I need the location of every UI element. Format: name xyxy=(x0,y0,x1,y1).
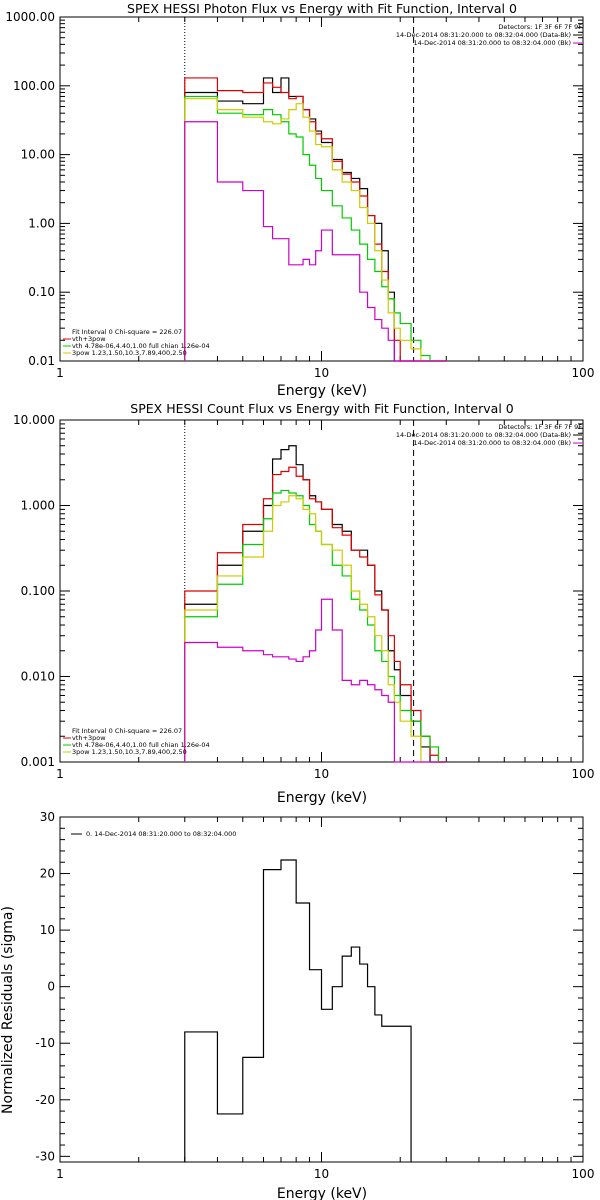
panel1-series-0 xyxy=(184,77,447,362)
panel2-x-tick-label: 1 xyxy=(56,767,64,781)
panel3-y-axis-label: Normalized Residuals (sigma) xyxy=(0,906,16,1114)
panel1-y-tick-label: 10.00 xyxy=(21,148,55,162)
panel1-y-tick-label: 1000.00 xyxy=(5,10,55,24)
panel2-series-1 xyxy=(184,466,447,763)
panel3-y-tick-label: -10 xyxy=(35,1036,55,1050)
panel2-x-axis-label: Energy (keV) xyxy=(277,790,367,806)
panel2-y-tick-label: 1.000 xyxy=(21,499,55,513)
panel3-y-tick-label: 20 xyxy=(40,867,55,881)
panel1-series-2 xyxy=(184,95,447,362)
panel1-plot-area: 1 10 100 0.01 0.10 1.00 10.00 100.00 1000.00 xyxy=(5,10,594,380)
panel2-fit-legend-2: vth 4.78e-06,4.40,1.00 full chian 1.26e-… xyxy=(72,741,210,749)
panel1-y-tick-label: 100.00 xyxy=(13,79,55,93)
panel1-x-tick-label: 100 xyxy=(572,366,595,380)
panel1-title: SPEX HESSI Photon Flux vs Energy with Fi… xyxy=(127,1,517,16)
panel3-series-0 xyxy=(184,859,412,1162)
panel2-series-0 xyxy=(184,445,447,763)
panel1-x-tick-label: 1 xyxy=(56,366,64,380)
panel3-x-tick-label: 100 xyxy=(572,1167,595,1181)
panel3-legend-0: 0. 14-Dec-2014 08:31:20.000 to 08:32:04.… xyxy=(86,830,236,838)
panel2-plot-area: 1 10 100 0.001 0.010 0.100 1.000 10.000 xyxy=(13,413,594,781)
panel3-y-tick-label: -30 xyxy=(35,1149,55,1163)
panel-count-flux: SPEX HESSI Count Flux vs Energy with Fit… xyxy=(13,401,594,806)
panel2-y-tick-label: 10.000 xyxy=(13,413,55,427)
panel2-title: SPEX HESSI Count Flux vs Energy with Fit… xyxy=(130,401,513,416)
panel3-plot-area: 1 10 100 -30 -20 -10 0 10 20 30 xyxy=(35,810,594,1181)
panel1-fit-legend-2: vth 4.78e-06,4.40,1.00 full chian 1.26e-… xyxy=(72,342,210,350)
panel3-x-axis-label: Energy (keV) xyxy=(277,1186,367,1200)
panel1-fit-legend-0: Fit Interval 0 Chi-square = 226.07 xyxy=(72,328,182,336)
panel2-x-tick-label: 100 xyxy=(572,767,595,781)
panel-residuals: 1 10 100 -30 -20 -10 0 10 20 30 Energy (keV) Norm… xyxy=(0,810,594,1200)
panel2-fit-legend-1: vth+3pow xyxy=(72,734,106,742)
panel1-detectors: Detectors: 1F 3F 6F 7F 9F xyxy=(498,23,582,31)
panel1-series-4 xyxy=(184,121,447,362)
panel3-y-tick-label: 0 xyxy=(47,980,55,994)
panel2-time-legend-1: 14-Dec-2014 08:31:20.000 to 08:32:04.000… xyxy=(414,439,572,447)
panel2-x-tick-label: 10 xyxy=(314,767,329,781)
panel2-fit-legend-3: 3pow 1.23,1.50,10.3,7.89,400,2.50 xyxy=(72,748,187,756)
panel3-y-tick-label: 10 xyxy=(40,923,55,937)
panel2-detectors: Detectors: 1F 3F 6F 7F 9F xyxy=(498,423,582,431)
panel2-y-tick-label: 0.100 xyxy=(21,584,55,598)
panel2-frame xyxy=(59,419,584,763)
panel2-time-legend-0: 14-Dec-2014 08:31:20.000 to 08:32:04.000… xyxy=(396,431,571,439)
panel1-fit-legend-1: vth+3pow xyxy=(72,335,106,343)
panel1-y-tick-label: 0.01 xyxy=(28,354,55,368)
panel1-y-tick-label: 0.10 xyxy=(28,285,55,299)
panel3-y-tick-label: 30 xyxy=(40,810,55,824)
panel-photon-flux: SPEX HESSI Photon Flux vs Energy with Fi… xyxy=(5,1,594,399)
panel1-series-3 xyxy=(184,98,447,362)
panel3-y-tick-label: -20 xyxy=(35,1093,55,1107)
panel1-time-legend-0: 14-Dec-2014 08:31:20.000 to 08:32:04.000… xyxy=(396,31,571,39)
panel2-y-tick-label: 0.010 xyxy=(21,670,55,684)
panel2-y-tick-label: 0.001 xyxy=(21,755,55,769)
panel1-x-axis-label: Energy (keV) xyxy=(277,383,367,399)
panel2-fit-legend-0: Fit Interval 0 Chi-square = 226.07 xyxy=(72,727,182,735)
panel1-time-legend-1: 14-Dec-2014 08:31:20.000 to 08:32:04.000… xyxy=(414,39,572,47)
panel1-y-tick-label: 1.00 xyxy=(28,216,55,230)
panel2-series-3 xyxy=(184,495,447,763)
panel2-series-4 xyxy=(184,598,447,763)
panel1-fit-legend-3: 3pow 1.23,1.50,10.3,7.89,400,2.50 xyxy=(72,349,187,357)
panel3-x-tick-label: 10 xyxy=(314,1167,329,1181)
panel1-x-tick-label: 10 xyxy=(314,366,329,380)
panel3-x-tick-label: 1 xyxy=(56,1167,64,1181)
